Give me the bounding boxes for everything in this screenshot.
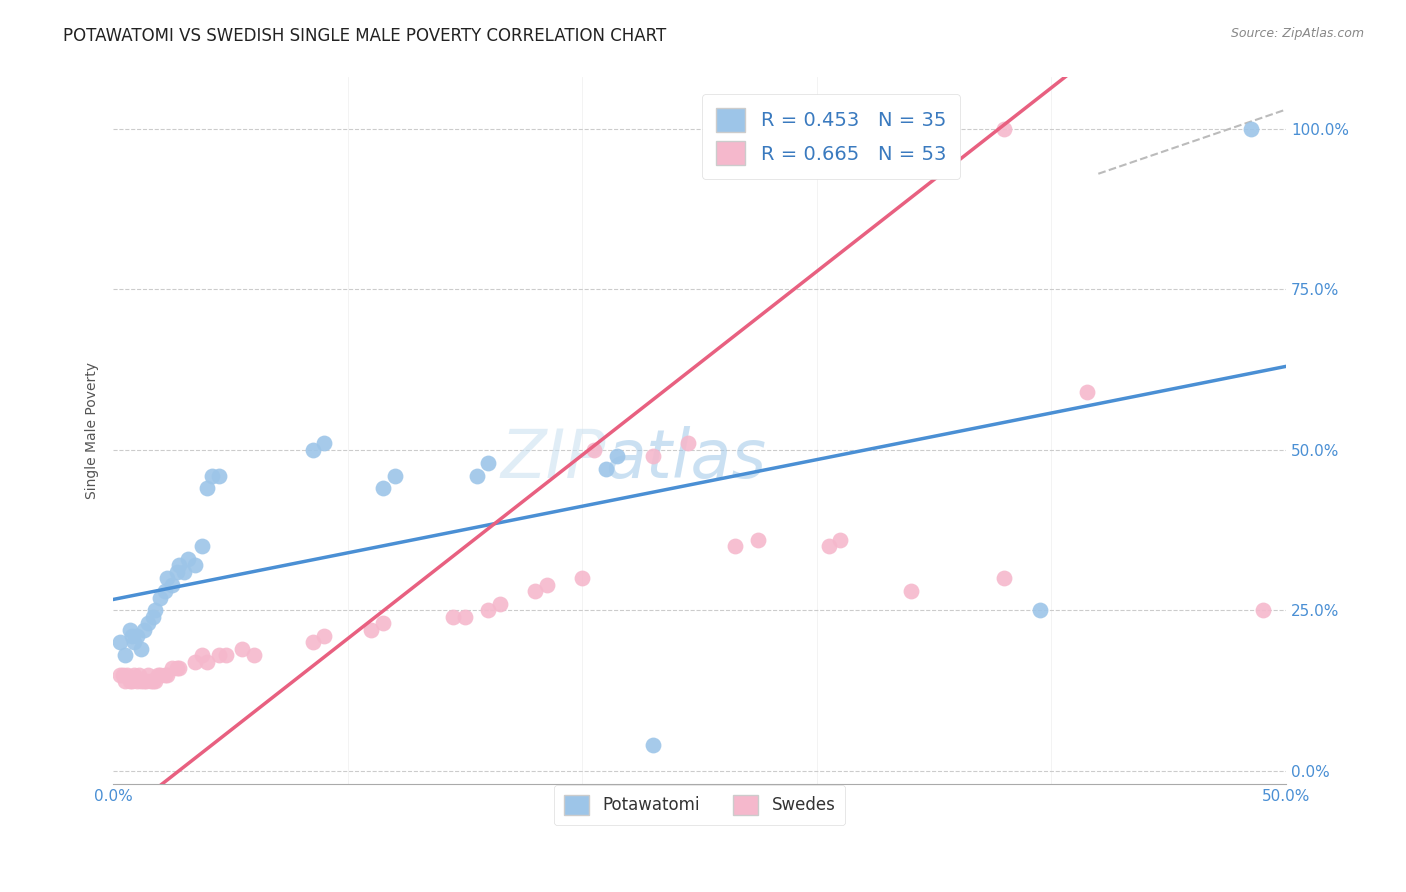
Point (111, 667, 134, 681)
Point (747, 533, 769, 547)
Point (1076, 385, 1098, 400)
Point (536, 577, 558, 591)
Point (817, 539, 839, 553)
Point (900, 584, 922, 599)
Point (156, 571, 179, 585)
Point (132, 673, 155, 688)
Point (231, 641, 253, 656)
Point (125, 629, 148, 643)
Point (167, 558, 190, 573)
Point (184, 655, 207, 669)
Point (132, 623, 155, 637)
Text: POTAWATOMI VS SWEDISH SINGLE MALE POVERTY CORRELATION CHART: POTAWATOMI VS SWEDISH SINGLE MALE POVERT… (63, 27, 666, 45)
Point (371, 616, 394, 631)
Point (243, 648, 266, 663)
Point (118, 673, 141, 688)
Point (360, 623, 382, 637)
Point (993, 571, 1015, 585)
Point (118, 623, 141, 637)
Point (124, 635, 146, 649)
Point (195, 482, 218, 496)
Point (595, 462, 617, 476)
Point (195, 655, 218, 669)
Point (477, 456, 499, 470)
Point (582, 442, 605, 457)
Point (676, 436, 699, 450)
Point (139, 673, 162, 688)
Point (145, 673, 167, 688)
Point (128, 667, 150, 681)
Point (314, 629, 336, 643)
Point (641, 450, 664, 464)
Point (371, 482, 394, 496)
Point (1028, 603, 1050, 617)
Point (1251, 603, 1274, 617)
Point (149, 667, 172, 681)
Point (114, 648, 136, 663)
Point (606, 450, 628, 464)
Point (142, 673, 165, 688)
Point (724, 539, 747, 553)
Point (153, 584, 176, 599)
Point (167, 661, 190, 675)
Point (301, 442, 323, 457)
Point (489, 597, 512, 611)
Point (138, 616, 160, 631)
Point (117, 667, 139, 681)
Point (454, 609, 477, 624)
Point (384, 468, 406, 483)
Point (125, 673, 148, 688)
Point (177, 552, 200, 566)
Point (145, 603, 167, 617)
Point (138, 667, 160, 681)
Point (441, 609, 464, 624)
Point (1240, 121, 1263, 136)
Point (191, 539, 214, 553)
Point (114, 673, 136, 688)
Point (215, 648, 238, 663)
Point (301, 635, 323, 649)
Point (160, 661, 183, 675)
Point (993, 121, 1015, 136)
Point (142, 609, 165, 624)
Legend: Potawatomi, Swedes: Potawatomi, Swedes (554, 784, 845, 825)
Point (131, 641, 153, 656)
Text: atlas: atlas (606, 425, 766, 491)
Point (465, 468, 488, 483)
Point (156, 667, 179, 681)
Point (830, 533, 852, 547)
Point (166, 565, 188, 579)
Point (149, 591, 172, 605)
Point (201, 468, 224, 483)
Point (121, 629, 143, 643)
Point (208, 648, 231, 663)
Point (208, 468, 231, 483)
Point (146, 667, 169, 681)
Point (314, 436, 336, 450)
Point (110, 635, 132, 649)
Text: Source: ZipAtlas.com: Source: ZipAtlas.com (1230, 27, 1364, 40)
Point (524, 584, 547, 599)
Point (173, 565, 195, 579)
Point (153, 667, 176, 681)
Point (191, 648, 214, 663)
Point (477, 603, 499, 617)
Point (641, 738, 664, 752)
Y-axis label: Single Male Poverty: Single Male Poverty (86, 362, 100, 500)
Point (571, 571, 593, 585)
Point (135, 673, 157, 688)
Point (131, 673, 153, 688)
Point (110, 667, 132, 681)
Point (184, 558, 207, 573)
Point (166, 661, 188, 675)
Point (160, 577, 183, 591)
Point (124, 667, 146, 681)
Text: ZIP: ZIP (501, 425, 606, 491)
Point (121, 673, 143, 688)
